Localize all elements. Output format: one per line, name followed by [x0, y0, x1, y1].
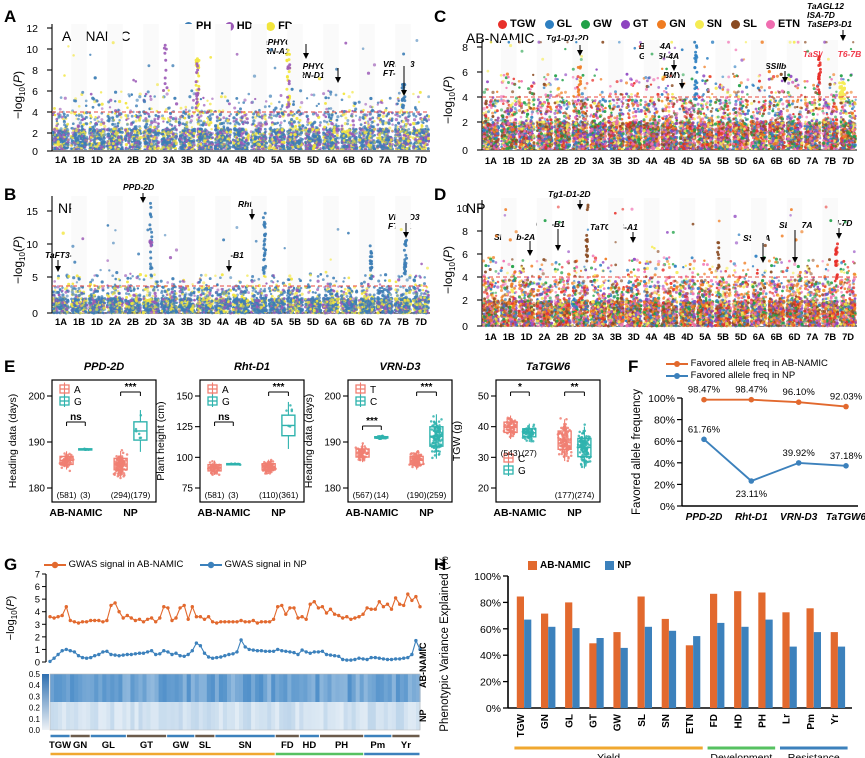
panel-d: D NP SBEIIb-2A GNI-B1 Tg1-D1-2D TaTGW6-A…: [432, 178, 865, 356]
panel-g-legend-abnamic: GWAS signal in AB-NAMIC: [44, 559, 186, 570]
svg-text:5D: 5D: [307, 154, 319, 165]
svg-text:2: 2: [32, 128, 38, 140]
svg-text:0: 0: [32, 308, 38, 320]
legend-dot-sl: [730, 19, 740, 29]
svg-text:4A: 4A: [217, 154, 229, 165]
legend-dot-fd: [266, 21, 276, 31]
svg-text:6A: 6A: [325, 154, 337, 165]
svg-text:4B: 4B: [235, 154, 247, 165]
svg-text:1A: 1A: [55, 154, 67, 165]
svg-text:6: 6: [32, 86, 38, 98]
panel-g-letter: G: [4, 556, 17, 573]
legend-item-sn: SN: [694, 18, 722, 30]
panel-a-letter: A: [4, 8, 16, 25]
panel-c-population: AB-NAMIC: [466, 30, 534, 46]
panel-h-legend: AB-NAMIC NP: [528, 560, 631, 571]
panel-f-chart: Favored allele frequency 0%20%40%60%80%10…: [631, 385, 865, 523]
svg-text:6B: 6B: [343, 154, 355, 165]
panel-h-letter: H: [434, 556, 446, 573]
svg-text:0: 0: [32, 146, 38, 158]
panel-e: E PPD-2D Heading data (days) 180 190 200 A G (5…: [0, 356, 630, 556]
panel-g: G GWAS signal in AB-NAMIC GWAS signal in…: [0, 556, 432, 758]
panel-a: A PH HD FD AB-NAMIC TaPHYC VRN-A1 TaPHYC V…: [0, 0, 440, 178]
panel-f: F Favored allele freq in AB-NAMIC Favore…: [626, 356, 865, 556]
svg-text:15: 15: [26, 206, 38, 218]
svg-text:5A: 5A: [271, 154, 283, 165]
panel-g-legend: GWAS signal in AB-NAMIC GWAS signal in N…: [44, 559, 307, 570]
panel-c-letter: C: [434, 8, 446, 25]
svg-text:8: 8: [32, 65, 38, 77]
legend-dot-gn: [657, 19, 667, 29]
svg-text:5B: 5B: [289, 154, 301, 165]
panel-f-letter: F: [628, 358, 638, 375]
legend-dot-sn: [694, 19, 704, 29]
panel-f-legend: Favored allele freq in AB-NAMIC Favored …: [666, 358, 828, 381]
svg-text:3D: 3D: [199, 154, 211, 165]
panel-a-gene-vrn-a1: TaPHYC VRN-A1: [258, 38, 291, 56]
svg-text:4: 4: [32, 107, 38, 119]
svg-text:3A: 3A: [163, 154, 175, 165]
svg-text:4D: 4D: [253, 154, 265, 165]
legend-item-gn: GN: [657, 18, 686, 30]
panel-g-legend-np: GWAS signal in NP: [200, 559, 307, 570]
legend-item-gl: GL: [544, 18, 572, 30]
svg-text:7A: 7A: [379, 154, 391, 165]
panel-f-legend-np: Favored allele freq in NP: [666, 370, 828, 381]
panel-h-legend-abnamic: AB-NAMIC: [528, 560, 591, 571]
panel-e-letter: E: [4, 358, 15, 375]
panel-b-letter: B: [4, 186, 16, 203]
svg-text:7D: 7D: [415, 154, 427, 165]
legend-dot-gt: [620, 19, 630, 29]
svg-text:7B: 7B: [397, 154, 409, 165]
panel-f-legend-abnamic: Favored allele freq in AB-NAMIC: [666, 358, 828, 369]
svg-text:1B: 1B: [73, 154, 85, 165]
panel-d-plot: 10 8 6 4 2 0 −log10(P) 1A 1B 1D 2A 2B 2D 3A 3B 3…: [441, 198, 857, 342]
legend-item-gw: GW: [580, 18, 612, 30]
panel-d-population: NP: [466, 200, 485, 216]
svg-text:2D: 2D: [145, 154, 157, 165]
panel-c-gene-tg1: Tg1-D1-2D: [546, 34, 589, 43]
panel-h: H AB-NAMIC NP Phenotypic Variance Explai…: [432, 556, 865, 758]
legend-dot-gw: [580, 19, 590, 29]
panel-c-legend: TGW GL GW GT GN SN SL ETN: [498, 14, 809, 32]
legend-dot-gl: [544, 19, 554, 29]
panel-c-plot: 8 6 4 2 0 −log10(P) 1A 1B 1D 2A 2B 2D 3A 3B 3D 4A…: [441, 30, 857, 166]
panel-a-gene-vrn-d1: TaPHYC VRN-D1: [293, 62, 326, 80]
panel-c-gene-taagl12: TaAGL12 ISA-7D TaSEP3-D1: [807, 2, 852, 29]
svg-text:5: 5: [32, 272, 38, 284]
panel-d-gene-tg1d1: Tg1-D1-2D: [548, 190, 591, 199]
legend-dot-tgw: [498, 19, 507, 29]
legend-item-tgw: TGW: [498, 18, 536, 30]
panel-h-legend-np: NP: [605, 560, 631, 571]
svg-text:2B: 2B: [127, 154, 139, 165]
panel-c-gene-bmy4b: BMY-4B: [663, 71, 695, 80]
panel-b: B NP TaFT3-1 PPD-2D Rht-B1 Rht-D1 VRN-D3…: [0, 178, 440, 356]
panel-h-chart: Phenotypic Variance Explained (%) 0%20%40…: [439, 556, 852, 758]
panel-d-gene-ssi7d: SSI-7D: [825, 219, 852, 228]
legend-dot-etn: [766, 19, 776, 29]
svg-text:3B: 3B: [181, 154, 193, 165]
svg-text:12: 12: [26, 23, 38, 35]
panel-b-gene-ppd2d: PPD-2D: [123, 183, 154, 192]
panel-c-gene-ssiib6b: SSIIb-6B: [765, 62, 800, 71]
legend-item-gt: GT: [620, 18, 648, 30]
svg-text:6D: 6D: [361, 154, 373, 165]
panel-d-letter: D: [434, 186, 446, 203]
panel-c: C TGW GL GW GT GN SN SL ETN AB-NAMIC TaAGL12 ISA…: [432, 0, 865, 178]
svg-text:2A: 2A: [109, 154, 121, 165]
legend-item-etn: ETN: [766, 18, 800, 30]
svg-text:10: 10: [26, 44, 38, 56]
panel-b-gene-taft3: TaFT3-1: [45, 251, 77, 260]
svg-text:1D: 1D: [91, 154, 103, 165]
svg-text:−log10(P): −log10(P): [11, 236, 27, 284]
legend-item-sl: SL: [730, 18, 757, 30]
svg-text:10: 10: [26, 239, 38, 251]
svg-text:−log10(P): −log10(P): [11, 71, 27, 119]
panel-a-plot: 12 10 8 6 4 2 0 −log10(P) 1A 1B 1D 2A 2B 2D 3A…: [11, 23, 430, 165]
panel-b-plot: 15 10 5 0 −log10(P) 1A 1B 1D 2A 2B 2D 3A 3B 3D 4A…: [11, 193, 430, 327]
